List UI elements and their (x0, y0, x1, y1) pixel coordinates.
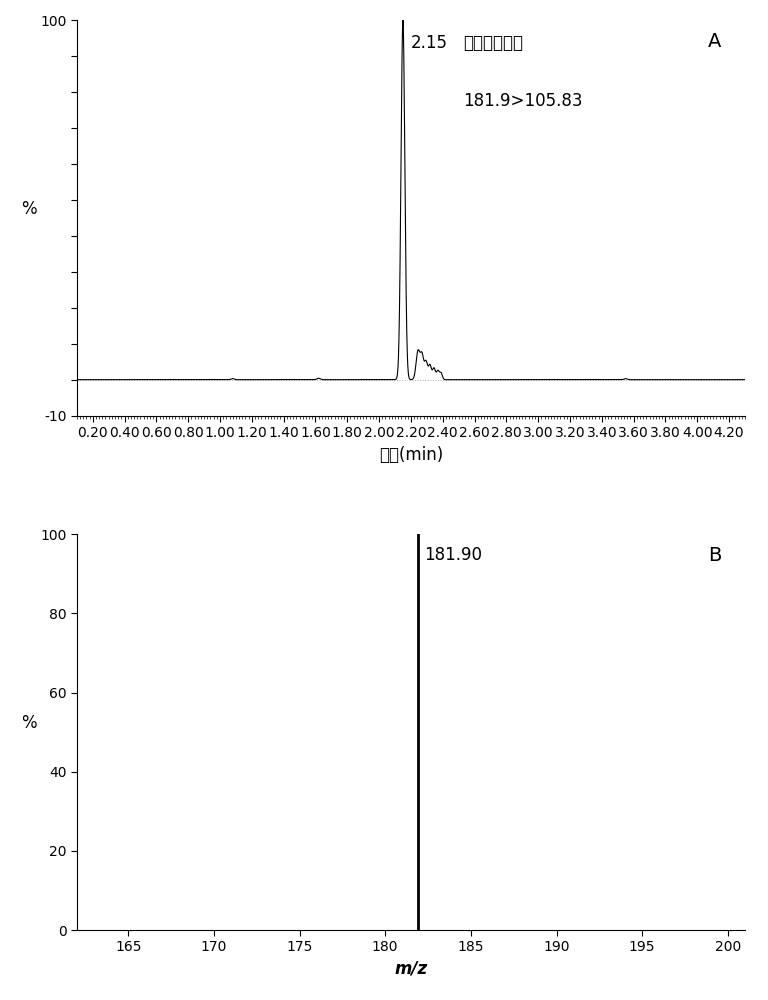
Text: 定量离子对：: 定量离子对： (463, 34, 523, 52)
Text: B: B (708, 546, 722, 565)
Y-axis label: %: % (21, 714, 37, 732)
Text: 2.15: 2.15 (411, 34, 448, 52)
Y-axis label: %: % (21, 200, 37, 218)
Text: 181.9>105.83: 181.9>105.83 (463, 92, 583, 110)
Text: 181.90: 181.90 (425, 546, 482, 564)
X-axis label: m/z: m/z (394, 960, 428, 978)
X-axis label: 时间(min): 时间(min) (379, 446, 443, 464)
Text: A: A (708, 32, 722, 51)
